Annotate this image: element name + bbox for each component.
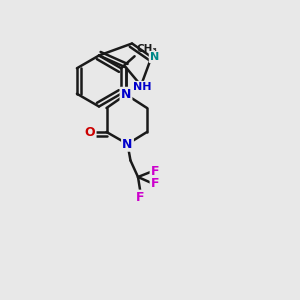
Text: F: F <box>151 176 159 190</box>
Text: CH₃: CH₃ <box>137 44 158 54</box>
Text: N: N <box>150 52 159 62</box>
Text: NH: NH <box>133 82 152 92</box>
Text: N: N <box>122 137 133 151</box>
Text: N: N <box>121 88 131 101</box>
Text: F: F <box>136 191 145 204</box>
Text: F: F <box>151 165 159 178</box>
Text: O: O <box>85 125 95 139</box>
